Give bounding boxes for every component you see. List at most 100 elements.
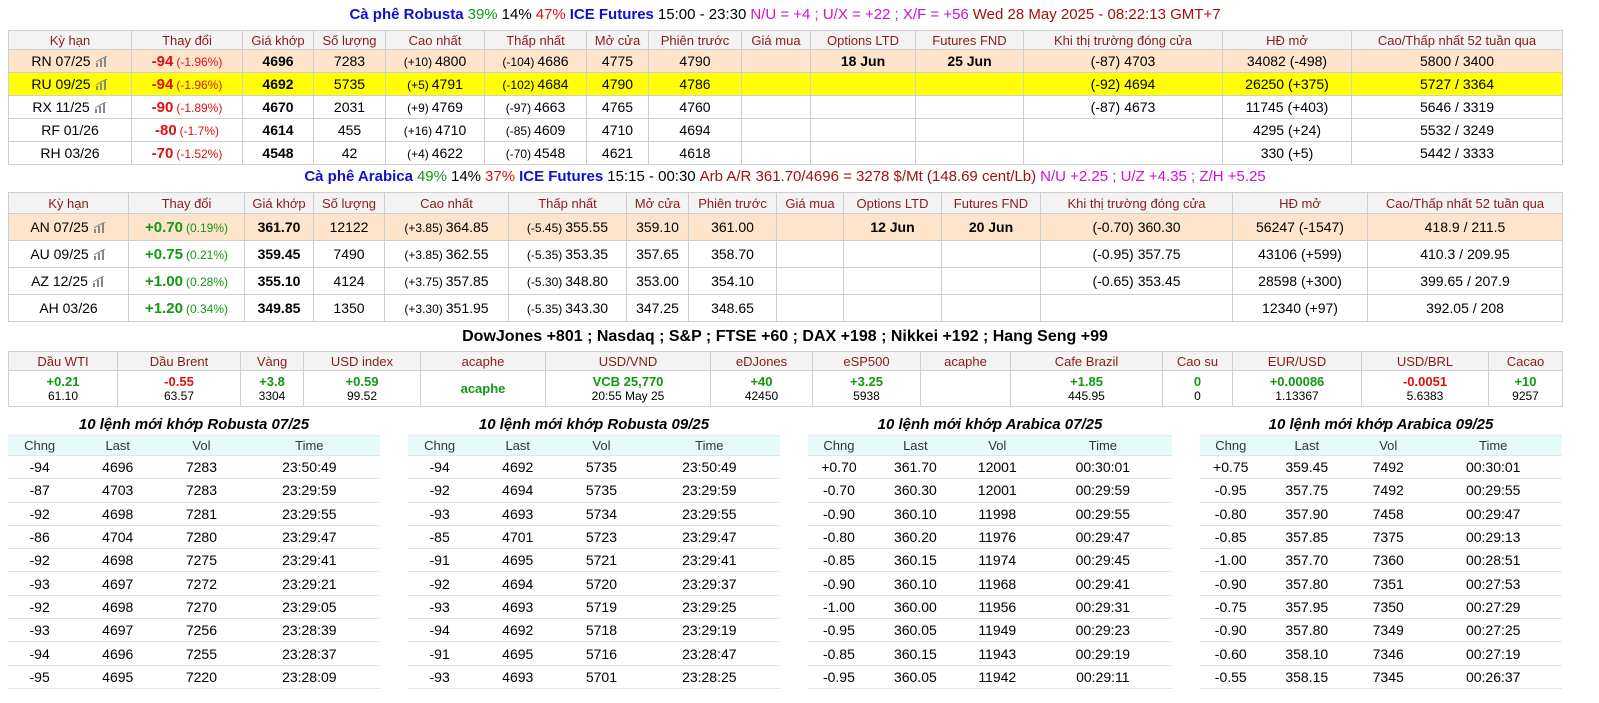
term: AU 09/25 bbox=[30, 246, 89, 262]
trade-cell: 00:27:53 bbox=[1424, 571, 1562, 596]
cell: 42 bbox=[313, 141, 386, 165]
trade-cell: 7255 bbox=[164, 641, 239, 666]
trade-cell: -93 bbox=[408, 502, 472, 526]
title-part: 14% bbox=[501, 6, 532, 23]
market-cell: +3.25 5938 bbox=[812, 370, 921, 407]
trade-row: -93 4693 5701 23:28:25 bbox=[408, 665, 780, 689]
trade-cell: 7283 bbox=[164, 478, 239, 503]
column-header: Thay đổi bbox=[128, 192, 245, 214]
term: AN 07/25 bbox=[30, 219, 89, 235]
trade-cell: -0.90 bbox=[808, 502, 870, 526]
market-change: +0.21 bbox=[46, 373, 80, 389]
trade-cell: 360.10 bbox=[869, 571, 961, 596]
trade-header: Time bbox=[238, 435, 380, 456]
trade-cell: 7458 bbox=[1352, 502, 1425, 526]
trade-cell: 00:26:37 bbox=[1424, 665, 1562, 689]
cell: (-0.70) 360.30 bbox=[1040, 213, 1233, 241]
cell: 28598 (+300) bbox=[1232, 267, 1368, 295]
trade-row: -0.95 360.05 11942 00:29:11 bbox=[808, 665, 1172, 689]
trade-row: +0.70 361.70 12001 00:30:01 bbox=[808, 455, 1172, 480]
trade-cell: 00:29:47 bbox=[1424, 502, 1562, 526]
cell bbox=[810, 95, 916, 119]
trade-header: Chng bbox=[408, 435, 472, 456]
trade-cell: -1.00 bbox=[1200, 548, 1262, 573]
term: RH 03/26 bbox=[40, 145, 100, 161]
open: 4710 bbox=[601, 122, 634, 138]
volume: 2031 bbox=[333, 99, 366, 115]
trade-cell: 23:29:55 bbox=[238, 502, 380, 526]
trade-cell: 00:27:25 bbox=[1424, 618, 1562, 643]
market-change: -0.55 bbox=[164, 373, 194, 389]
cell: 1350 bbox=[313, 294, 385, 322]
cell bbox=[776, 294, 844, 322]
change-pct: (0.21%) bbox=[185, 247, 228, 262]
high: 4710 bbox=[435, 122, 467, 138]
cell: -94 (-1.96%) bbox=[131, 49, 243, 73]
trade-cell: -0.60 bbox=[1200, 641, 1262, 666]
cell: 361.70 bbox=[244, 213, 314, 241]
high: 4800 bbox=[435, 53, 467, 69]
trade-cell: -0.80 bbox=[1200, 502, 1262, 526]
cell bbox=[741, 118, 811, 142]
high-chg: (+10) bbox=[403, 55, 433, 69]
trade-row: -92 4694 5735 23:29:59 bbox=[408, 478, 780, 503]
cell bbox=[741, 72, 811, 96]
cell: 4696 bbox=[242, 49, 314, 73]
market-cell: +0.21 61.10 bbox=[8, 370, 118, 407]
trade-cell: 23:29:19 bbox=[638, 618, 780, 643]
trade-cell: 7492 bbox=[1352, 455, 1425, 480]
cell: 12122 bbox=[313, 213, 385, 241]
low: 348.80 bbox=[565, 273, 609, 289]
trade-cell: 00:29:41 bbox=[1033, 571, 1172, 596]
trade-cell: -92 bbox=[408, 478, 472, 503]
trade-cell: 4698 bbox=[71, 502, 165, 526]
low-chg: (-85) bbox=[505, 124, 532, 138]
trade-cell: 358.10 bbox=[1261, 641, 1353, 666]
column-header: Thay đổi bbox=[131, 30, 243, 50]
trade-header: Vol bbox=[960, 435, 1034, 456]
cell: 4614 bbox=[242, 118, 314, 142]
title-part: 14% bbox=[451, 168, 482, 185]
high-chg: (+16) bbox=[403, 124, 433, 138]
column-header: Options LTD bbox=[843, 192, 942, 214]
trade-cell: 7272 bbox=[164, 571, 239, 596]
trade-cell: -93 bbox=[408, 595, 472, 620]
open: 4790 bbox=[601, 76, 634, 92]
trade-row: -93 4693 5734 23:29:55 bbox=[408, 502, 780, 526]
change: -94 bbox=[151, 52, 174, 70]
cell: 5735 bbox=[313, 72, 386, 96]
futures-fnd: 20 Jun bbox=[968, 219, 1014, 235]
trade-cell: -93 bbox=[408, 665, 472, 689]
trade-title: 10 lệnh mới khớp Robusta 09/25 bbox=[408, 414, 780, 436]
trade-cell: 00:29:13 bbox=[1424, 525, 1562, 550]
robusta-table-wrap: Kỳ hạn Thay đổi Giá khớp Số lượng Cao nhất Th… bbox=[8, 30, 1563, 165]
last: 4548 bbox=[262, 145, 294, 161]
trade-cell: 5721 bbox=[564, 548, 639, 573]
trade-row: -85 4701 5723 23:29:47 bbox=[408, 525, 780, 550]
close: 4694 bbox=[1124, 76, 1156, 92]
market-cell: VCB 25,770 20:55 May 25 bbox=[545, 370, 711, 407]
cell: -70 (-1.52%) bbox=[131, 141, 243, 165]
cell: 4295 (+24) bbox=[1222, 118, 1352, 142]
cell bbox=[776, 240, 844, 268]
cell: (+3.85) 362.55 bbox=[384, 240, 509, 268]
trade-cell: -0.90 bbox=[1200, 571, 1262, 596]
market-price: 99.52 bbox=[346, 388, 378, 403]
trade-cell: 357.70 bbox=[1261, 548, 1353, 573]
title-part: ICE Futures bbox=[569, 6, 654, 23]
cell: 2031 bbox=[313, 95, 386, 119]
column-header: Thấp nhất bbox=[508, 192, 627, 214]
high: 351.95 bbox=[445, 300, 489, 316]
trade-cell: 00:27:19 bbox=[1424, 641, 1562, 666]
trade-cell: -0.90 bbox=[1200, 618, 1262, 643]
cell: (-87) 4703 bbox=[1023, 49, 1223, 73]
low-chg: (-5.45) bbox=[526, 221, 563, 235]
change: -70 bbox=[151, 144, 174, 162]
trade-cell: -86 bbox=[8, 525, 72, 550]
column-header: Futures FND bbox=[941, 192, 1041, 214]
column-header: Mở cửa bbox=[626, 192, 689, 214]
low: 355.55 bbox=[565, 219, 609, 235]
market-cell: acaphe bbox=[420, 370, 546, 407]
column-header: Giá khớp bbox=[244, 192, 314, 214]
trade-row: -0.85 360.15 11943 00:29:19 bbox=[808, 641, 1172, 666]
